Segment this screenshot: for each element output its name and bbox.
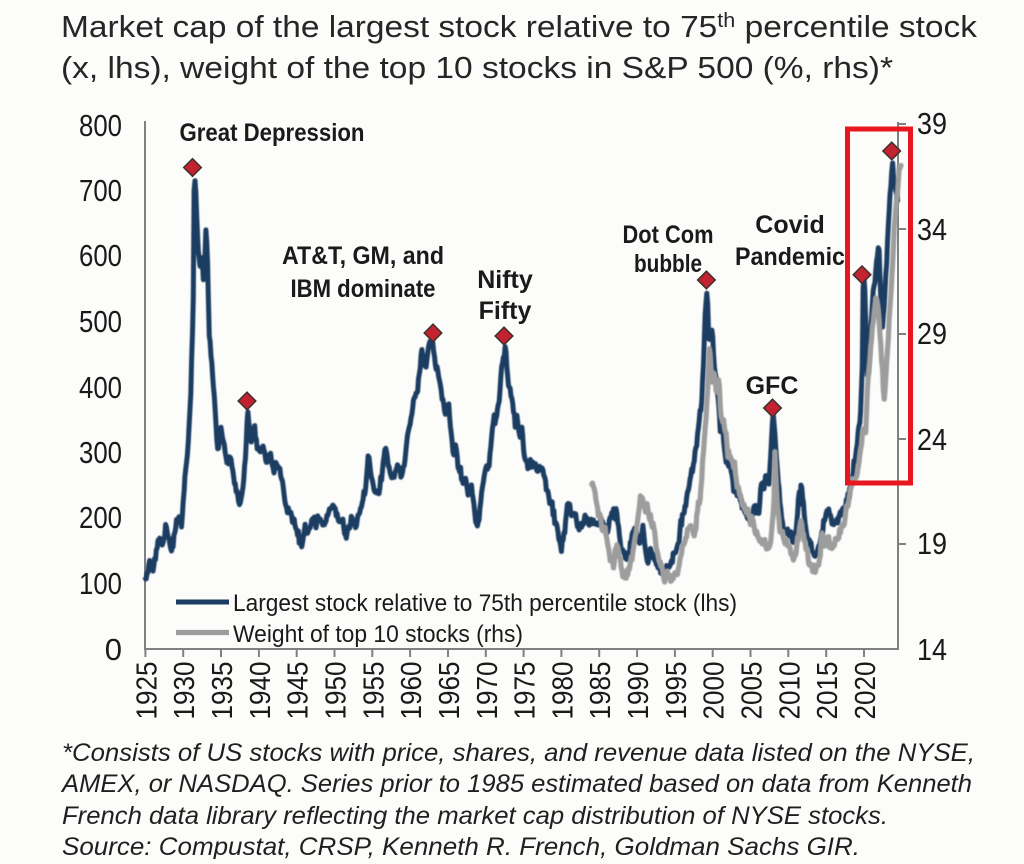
svg-text:24: 24 [917,422,947,457]
svg-text:Dot Com: Dot Com [623,221,714,249]
svg-text:200: 200 [79,500,122,535]
svg-text:300: 300 [79,435,122,470]
svg-text:1960: 1960 [396,662,428,720]
svg-text:bubble: bubble [634,250,702,278]
svg-text:1985: 1985 [585,662,617,720]
svg-text:600: 600 [79,238,122,273]
svg-text:1955: 1955 [358,662,390,720]
svg-text:Source: Compustat, CRSP, Kenne: Source: Compustat, CRSP, Kenneth R. Fren… [62,833,860,859]
svg-text:500: 500 [79,304,122,339]
svg-text:Market cap of the largest stoc: Market cap of the largest stock relative… [61,9,978,44]
svg-text:Pandemic: Pandemic [735,243,845,271]
svg-text:2010: 2010 [774,662,806,720]
svg-text:1970: 1970 [472,662,504,720]
svg-text:39: 39 [917,106,947,141]
svg-text:AMEX, or NASDAQ. Series prior: AMEX, or NASDAQ. Series prior to 1985 es… [60,770,972,798]
svg-text:1950: 1950 [321,662,353,720]
svg-text:GFC: GFC [746,372,799,400]
svg-text:*Consists of US stocks with pr: *Consists of US stocks with price, share… [62,739,975,767]
svg-text:700: 700 [79,173,122,208]
svg-text:1990: 1990 [623,662,655,720]
svg-text:100: 100 [79,566,122,601]
svg-text:14: 14 [917,632,947,667]
svg-text:2015: 2015 [812,662,844,720]
svg-text:Covid: Covid [755,211,824,239]
svg-text:1945: 1945 [283,662,315,720]
svg-text:1995: 1995 [661,662,693,720]
svg-text:400: 400 [79,370,122,405]
svg-text:Weight of top 10 stocks (rhs): Weight of top 10 stocks (rhs) [233,621,523,648]
svg-text:Fifty: Fifty [479,297,532,325]
svg-text:1980: 1980 [547,662,579,720]
svg-text:(x, lhs), weight of the top 10: (x, lhs), weight of the top 10 stocks in… [61,50,893,85]
svg-text:French data library reflecting: French data library reflecting the marke… [62,802,888,830]
svg-text:1940: 1940 [245,662,277,720]
svg-text:800: 800 [79,108,122,143]
svg-text:2000: 2000 [699,662,731,720]
svg-text:34: 34 [917,212,947,247]
svg-text:2005: 2005 [737,662,769,720]
svg-text:AT&T, GM, and: AT&T, GM, and [282,242,444,270]
svg-text:1930: 1930 [169,662,201,720]
svg-text:19: 19 [917,526,947,561]
svg-text:0: 0 [105,632,122,667]
svg-text:1975: 1975 [510,662,542,720]
svg-text:1935: 1935 [207,662,239,720]
svg-text:Nifty: Nifty [477,266,533,294]
svg-text:29: 29 [917,316,947,351]
svg-text:IBM dominate: IBM dominate [291,275,436,303]
svg-text:2020: 2020 [850,662,882,720]
svg-text:Largest stock relative to 75th: Largest stock relative to 75th percentil… [233,590,737,617]
svg-text:1925: 1925 [131,662,163,720]
svg-text:1965: 1965 [434,662,466,720]
svg-text:Great Depression: Great Depression [180,119,365,147]
